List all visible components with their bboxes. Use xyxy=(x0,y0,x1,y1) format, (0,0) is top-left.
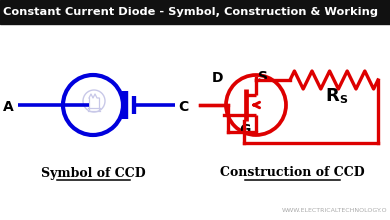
Text: Symbol of CCD: Symbol of CCD xyxy=(41,167,145,180)
Text: WWW.ELECTRICALTECHNOLOGY.O: WWW.ELECTRICALTECHNOLOGY.O xyxy=(281,208,387,213)
Text: Constant Current Diode - Symbol, Construction & Working: Constant Current Diode - Symbol, Constru… xyxy=(3,7,378,17)
Text: C: C xyxy=(178,100,188,114)
Text: D: D xyxy=(211,71,223,85)
Text: S: S xyxy=(258,70,268,84)
Text: A: A xyxy=(3,100,14,114)
Bar xyxy=(0,0,390,24)
Text: R: R xyxy=(325,87,339,105)
Text: Construction of CCD: Construction of CCD xyxy=(220,167,364,180)
Text: S: S xyxy=(339,95,347,105)
Text: G: G xyxy=(239,123,251,137)
